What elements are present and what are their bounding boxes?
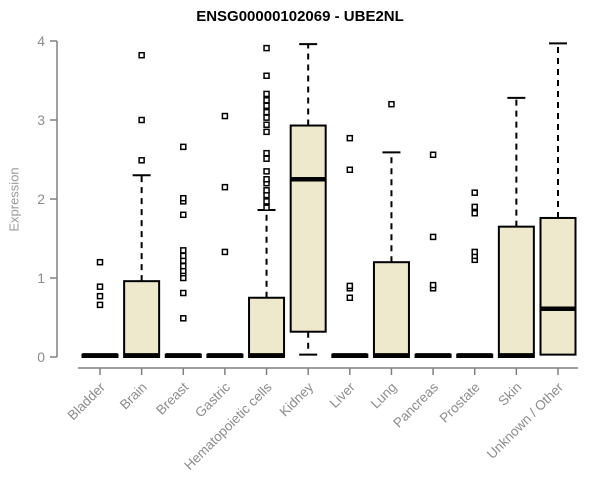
outlier-point [263, 44, 270, 52]
outlier-point [429, 151, 437, 159]
boxplot-lung [372, 100, 410, 359]
outlier-point [221, 112, 229, 120]
outlier-point [138, 157, 145, 164]
outlier-point [180, 211, 187, 219]
outlier-point [263, 114, 270, 121]
boxplot-hematopoietic-cells [248, 44, 286, 358]
box-rect [539, 216, 577, 356]
boxplot-brain [123, 51, 161, 358]
outlier-point [429, 281, 437, 289]
outlier-point [96, 258, 104, 266]
boxplot-gastric [206, 112, 244, 359]
outlier-point [263, 168, 270, 175]
x-tick-label: Brain [117, 380, 150, 413]
y-tick-label: 1 [37, 270, 45, 286]
outlier-point [180, 289, 187, 297]
outlier-point [263, 187, 270, 194]
outlier-point [263, 90, 270, 98]
boxplot-kidney [289, 43, 327, 356]
boxplot-bladder [81, 258, 119, 359]
boxplot-breast [164, 143, 202, 359]
outlier-point [96, 283, 104, 290]
outlier-point [138, 51, 145, 59]
outlier-point [263, 102, 270, 110]
outlier-point [263, 204, 270, 211]
outlier-point [388, 100, 395, 108]
y-tick-label: 3 [37, 112, 45, 128]
x-tick-label: Pancreas [390, 379, 441, 430]
x-tick-label: Bladder [65, 379, 109, 423]
outlier-point [263, 72, 270, 80]
box-rect [248, 296, 286, 358]
chart-title: ENSG00000102069 - UBE2NL [196, 8, 404, 25]
outlier-point [221, 248, 229, 256]
x-tick-label: Breast [153, 379, 191, 417]
boxplot-skin [497, 96, 535, 358]
x-tick-label: Unknown / Other [484, 379, 567, 462]
box-rect [372, 261, 410, 359]
outlier-point [346, 294, 354, 301]
boxplot-unknown-other [539, 42, 577, 356]
outlier-point [180, 194, 187, 202]
outlier-point [263, 97, 270, 104]
outlier-point [346, 166, 354, 174]
outlier-point [180, 315, 187, 322]
outlier-point [471, 203, 478, 211]
outlier-point [263, 121, 270, 128]
outlier-point [263, 149, 270, 157]
outlier-point [180, 262, 187, 270]
x-tick-label: Lung [368, 380, 400, 412]
box-rect [497, 225, 535, 358]
outlier-point [221, 183, 229, 191]
y-tick-label: 0 [37, 349, 45, 365]
outlier-point [263, 176, 270, 183]
boxplot-prostate [456, 189, 494, 359]
outlier-point [263, 108, 270, 116]
outlier-point [96, 292, 104, 300]
y-tick-label: 4 [37, 33, 45, 49]
outlier-point [263, 198, 270, 205]
y-axis-title: Expression [6, 166, 22, 232]
box-rect [123, 280, 161, 358]
boxplot-pancreas [414, 151, 452, 359]
x-tick-label: Liver [327, 379, 359, 411]
y-tick-label: 2 [37, 191, 45, 207]
outlier-point [346, 282, 354, 290]
x-tick-label: Skin [495, 380, 524, 409]
outlier-point [346, 134, 354, 142]
x-tick-label: Gastric [192, 379, 233, 420]
boxplot-liver [331, 134, 369, 359]
x-tick-label: Kidney [277, 379, 317, 419]
outlier-point [263, 128, 270, 136]
outlier-point [96, 301, 104, 309]
outlier-point [138, 116, 145, 124]
outlier-point [471, 209, 478, 217]
outlier-point [429, 233, 437, 241]
outlier-point [180, 143, 187, 151]
box-rect [289, 124, 327, 333]
outlier-point [180, 252, 187, 260]
outlier-point [471, 189, 478, 196]
outlier-point [263, 155, 270, 162]
y-axis-title-box: Expression [0, 41, 28, 357]
outlier-point [471, 248, 478, 256]
outlier-point [180, 247, 187, 254]
x-tick-label: Prostate [437, 380, 483, 426]
